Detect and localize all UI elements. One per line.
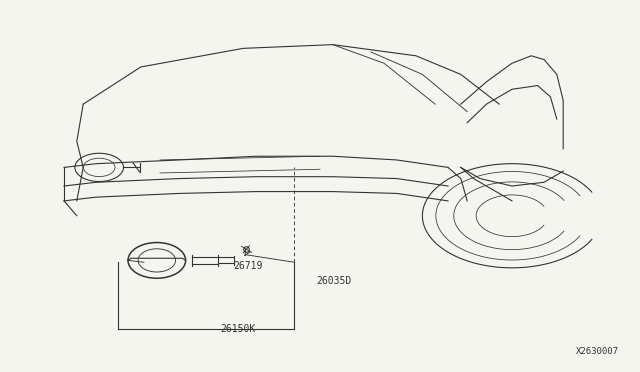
Text: 26035D: 26035D bbox=[317, 276, 352, 286]
Text: 26719: 26719 bbox=[234, 261, 263, 271]
Text: X2630007: X2630007 bbox=[576, 347, 619, 356]
Text: 26150K: 26150K bbox=[221, 324, 256, 334]
